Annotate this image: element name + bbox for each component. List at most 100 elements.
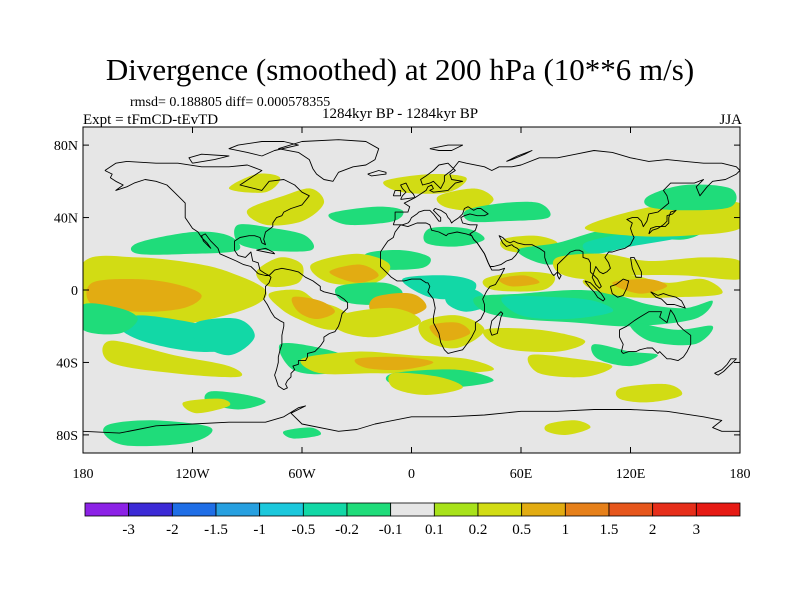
- contour-region: [501, 295, 614, 320]
- contour-region: [329, 264, 379, 283]
- coastline: [392, 189, 402, 197]
- contour-region: [354, 356, 434, 371]
- colorbar-label: 2: [649, 522, 657, 538]
- colorbar-swatch: [346, 502, 392, 517]
- x-tick-label: 180: [73, 467, 94, 482]
- coastline: [83, 405, 740, 434]
- contour-region: [83, 303, 138, 335]
- contour-region: [498, 275, 540, 287]
- coastline: [630, 256, 642, 278]
- colorbar-label: -1: [253, 522, 266, 538]
- colorbar: -3 -2 -1.5 -1 -0.5 -0.2 -0.1 0.1 0.2 0.5 1 1.5 2 3: [84, 502, 741, 538]
- experiment-label: Expt = tFmCD-tEvTD: [83, 112, 219, 128]
- contour-region: [629, 322, 714, 346]
- colorbar-label: 0.2: [469, 522, 488, 538]
- coastline: [584, 280, 606, 302]
- colorbar-label: 1: [562, 522, 570, 538]
- coastline: [619, 309, 692, 362]
- coastline: [367, 170, 387, 177]
- contour-region: [291, 296, 335, 319]
- contour-region: [591, 344, 658, 367]
- colorbar-label: -0.5: [291, 522, 315, 538]
- contour-region: [86, 278, 202, 312]
- contour-region: [103, 420, 213, 447]
- colorbar-label: 0.1: [425, 522, 444, 538]
- coastline: [256, 247, 276, 255]
- coastline: [557, 271, 562, 280]
- colorbar-swatch: [433, 502, 479, 517]
- contour-region: [383, 173, 467, 194]
- contour-region: [388, 372, 463, 395]
- x-tick-label: 120E: [616, 467, 646, 482]
- colorbar-label: -0.2: [335, 522, 359, 538]
- colorbar-swatch: [259, 502, 304, 517]
- contour-region: [544, 420, 591, 435]
- contour-region: [332, 307, 421, 338]
- contour-region: [282, 427, 322, 439]
- contour-region: [527, 354, 613, 378]
- contour-region: [328, 206, 404, 226]
- contour-region: [615, 383, 683, 403]
- colorbar-swatch: [695, 502, 741, 517]
- y-tick-label: 0: [71, 284, 78, 299]
- contour-region: [102, 340, 243, 378]
- contour-region: [228, 173, 281, 193]
- coastline: [392, 150, 740, 289]
- contour-region: [552, 253, 740, 280]
- axes: 180 120W 60W 0 60E 120E 180 80N 40N 0 40S 80S: [54, 127, 751, 482]
- coastline: [104, 160, 310, 276]
- contour-region: [182, 398, 231, 414]
- x-tick-label: 180: [730, 467, 751, 482]
- coastline: [400, 182, 416, 200]
- contour-region: [234, 224, 315, 252]
- coastline: [429, 144, 464, 151]
- colorbar-swatch: [215, 502, 261, 517]
- colorbar-label: -2: [166, 522, 179, 538]
- contour-region: [256, 257, 304, 288]
- x-tick-label: 60E: [510, 467, 533, 482]
- contour-region: [191, 318, 255, 356]
- colorbar-label: -0.1: [379, 522, 403, 538]
- colorbar-swatch: [390, 502, 435, 517]
- period-label: 1284kyr BP - 1284kyr BP: [322, 106, 479, 122]
- x-tick-label: 0: [408, 467, 415, 482]
- colorbar-swatch: [128, 502, 173, 517]
- colorbar-swatch: [564, 502, 610, 517]
- contour-region: [482, 327, 586, 353]
- stats-line: rmsd= 0.188805 diff= 0.000578355: [130, 95, 331, 110]
- coastline: [188, 153, 230, 164]
- y-tick-label: 80N: [54, 139, 78, 154]
- coastline: [228, 141, 299, 157]
- colorbar-label: 1.5: [600, 522, 619, 538]
- coastline: [714, 358, 737, 376]
- coastline: [648, 209, 677, 235]
- coastline: [506, 150, 533, 162]
- y-tick-label: 80S: [56, 429, 78, 444]
- coastline: [489, 311, 504, 336]
- x-tick-label: 120W: [175, 467, 210, 482]
- colorbar-label: 3: [693, 522, 701, 538]
- coastline: [380, 222, 506, 354]
- colorbar-label: 0.5: [512, 522, 531, 538]
- colorbar-swatch: [84, 502, 130, 517]
- colorbar-swatch: [608, 502, 654, 517]
- coastline: [650, 291, 686, 309]
- colorbar-swatch: [477, 502, 523, 517]
- chart-title: Divergence (smoothed) at 200 hPa (10**6 …: [105, 52, 695, 87]
- colorbar-swatch: [302, 502, 348, 517]
- y-tick-label: 40S: [56, 356, 78, 371]
- coastline: [263, 267, 349, 391]
- coastlines: [83, 139, 740, 434]
- contour-region: [246, 188, 325, 226]
- colorbar-label: -1.5: [204, 522, 228, 538]
- colorbar-swatch: [521, 502, 566, 517]
- coastline: [609, 278, 630, 298]
- y-tick-label: 40N: [54, 212, 78, 227]
- contour-field: [83, 173, 740, 447]
- coastline: [278, 139, 380, 182]
- colorbar-swatch: [171, 502, 217, 517]
- contour-region: [463, 201, 551, 223]
- colorbar-swatch: [652, 502, 697, 517]
- contour-region: [130, 231, 241, 255]
